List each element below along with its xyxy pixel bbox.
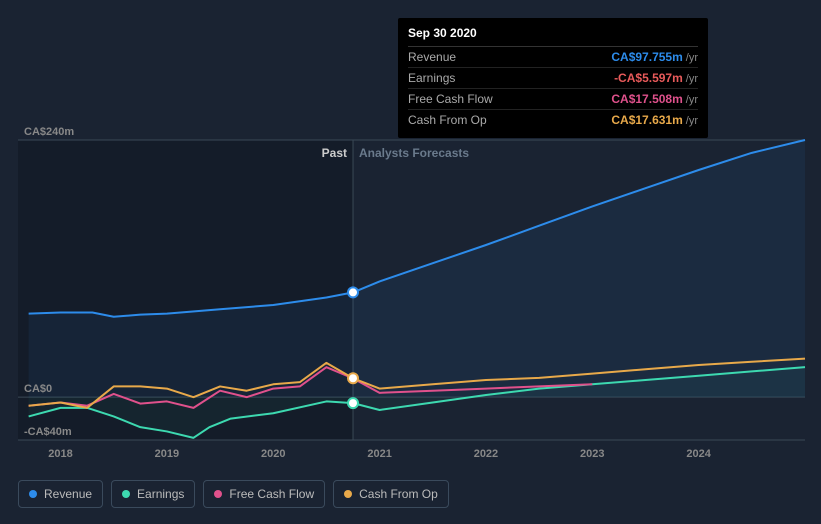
x-axis-year-label: 2020: [261, 448, 285, 460]
tooltip-metric-label: Revenue: [408, 50, 456, 64]
tooltip-row: Revenue CA$97.755m/yr: [408, 47, 698, 68]
x-axis-year-label: 2024: [686, 448, 710, 460]
x-axis-year-label: 2022: [474, 448, 498, 460]
chart-legend: Revenue Earnings Free Cash Flow Cash From O…: [18, 480, 449, 508]
tooltip-row: Cash From Op CA$17.631m/yr: [408, 110, 698, 130]
tooltip-metric-value: -CA$5.597m: [614, 71, 683, 85]
legend-dot-icon: [214, 490, 222, 498]
past-region-label: Past: [322, 146, 347, 160]
legend-item[interactable]: Free Cash Flow: [203, 480, 325, 508]
legend-dot-icon: [122, 490, 130, 498]
y-axis-tick-label: CA$0: [24, 383, 52, 395]
tooltip-metric-label: Earnings: [408, 71, 455, 85]
tooltip-metric-label: Free Cash Flow: [408, 92, 493, 106]
tooltip-metric-unit: /yr: [686, 94, 698, 106]
x-axis-year-label: 2021: [367, 448, 391, 460]
legend-item[interactable]: Cash From Op: [333, 480, 449, 508]
legend-label: Revenue: [44, 487, 92, 501]
x-axis-year-label: 2023: [580, 448, 604, 460]
tooltip-row: Earnings -CA$5.597m/yr: [408, 68, 698, 89]
chart-tooltip: Sep 30 2020 Revenue CA$97.755m/yr Earnings -…: [398, 18, 708, 138]
x-axis-year-label: 2019: [155, 448, 179, 460]
x-axis-year-label: 2018: [48, 448, 72, 460]
tooltip-metric-value: CA$17.631m: [611, 113, 682, 127]
legend-label: Earnings: [137, 487, 184, 501]
y-axis-tick-label: CA$240m: [24, 126, 74, 138]
legend-label: Free Cash Flow: [229, 487, 314, 501]
financial-chart: CA$240m CA$0 -CA$40m Past Analysts Forecast…: [0, 0, 821, 524]
tooltip-metric-unit: /yr: [686, 73, 698, 85]
legend-item[interactable]: Revenue: [18, 480, 103, 508]
tooltip-row: Free Cash Flow CA$17.508m/yr: [408, 89, 698, 110]
tooltip-metric-value: CA$97.755m: [611, 50, 682, 64]
legend-dot-icon: [29, 490, 37, 498]
tooltip-metric-unit: /yr: [686, 52, 698, 64]
y-axis-tick-label: -CA$40m: [24, 426, 72, 438]
tooltip-date: Sep 30 2020: [408, 26, 698, 47]
legend-dot-icon: [344, 490, 352, 498]
tooltip-metric-value: CA$17.508m: [611, 92, 682, 106]
forecast-region-label: Analysts Forecasts: [359, 146, 469, 160]
tooltip-metric-unit: /yr: [686, 115, 698, 127]
legend-label: Cash From Op: [359, 487, 438, 501]
tooltip-metric-label: Cash From Op: [408, 113, 487, 127]
legend-item[interactable]: Earnings: [111, 480, 195, 508]
